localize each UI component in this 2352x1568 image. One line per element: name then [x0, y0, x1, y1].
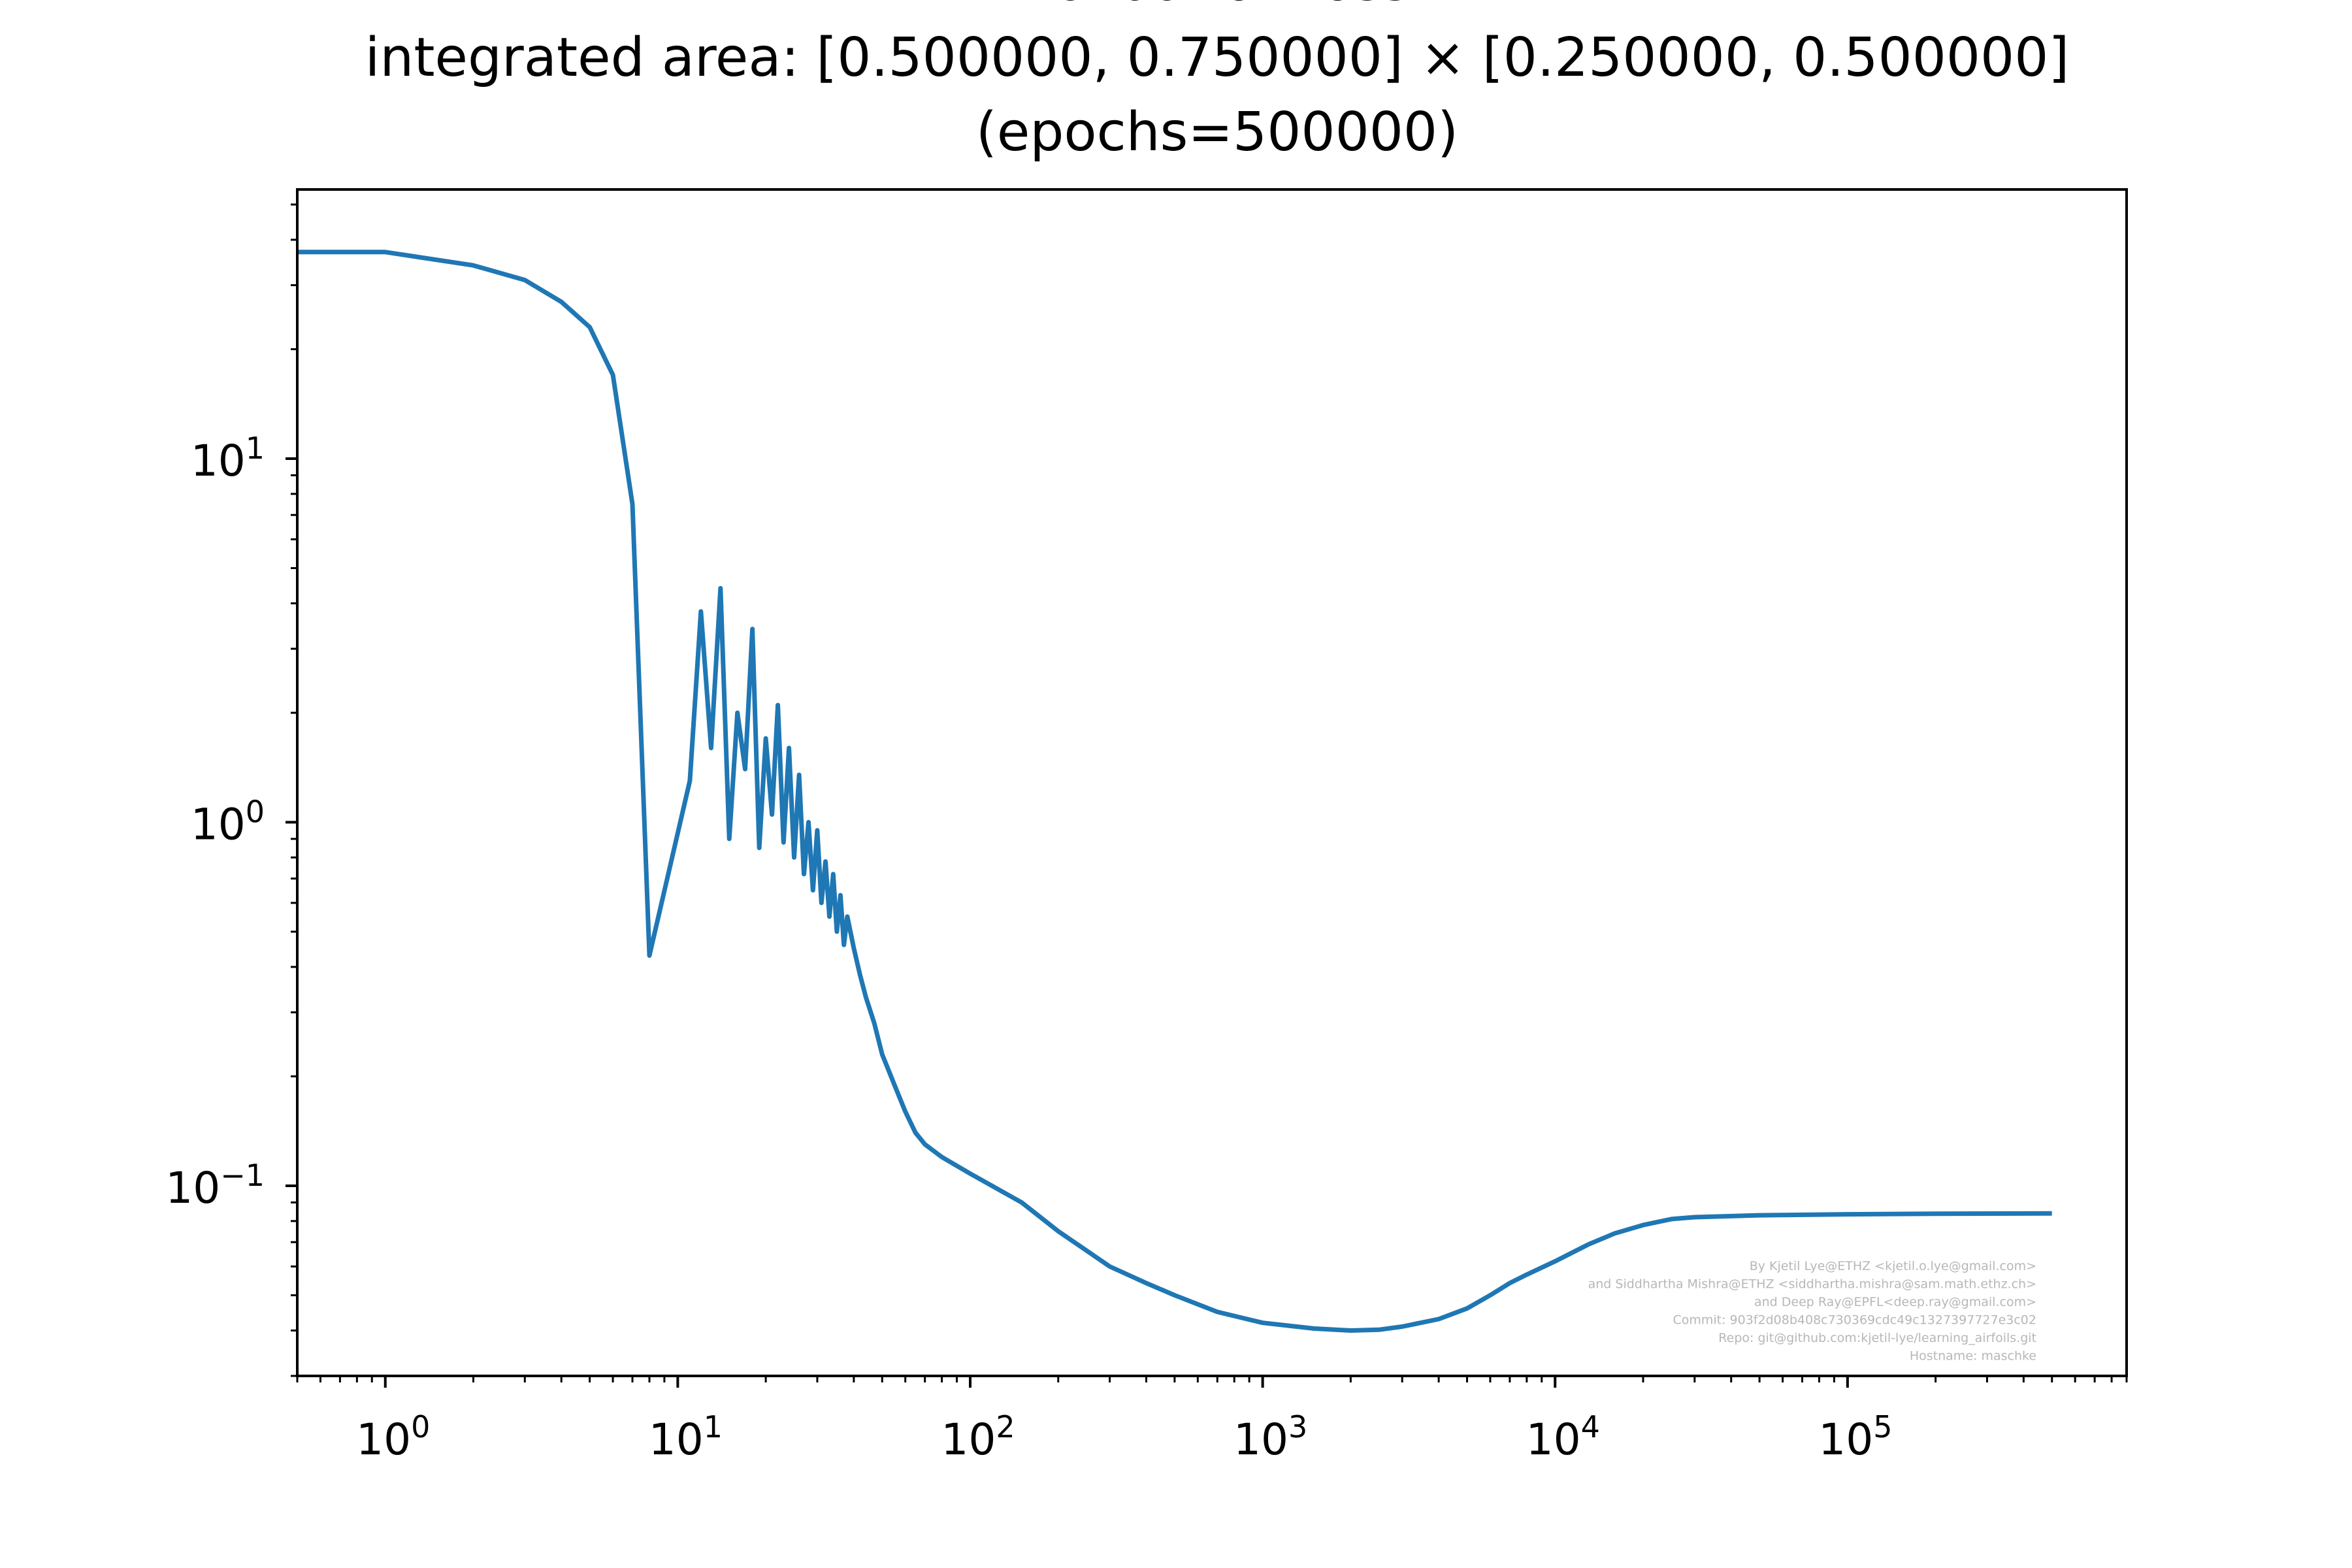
x-tick-label: 104 — [1526, 1409, 1600, 1465]
y-tick-label: 101 — [191, 431, 265, 486]
title-line-2: integrated area: [0.500000, 0.750000] × … — [365, 27, 2070, 89]
x-tick-labels: 100 101 102 103 104 105 — [356, 1409, 1892, 1465]
x-tick-label: 101 — [649, 1409, 723, 1465]
x-tick-label: 100 — [356, 1409, 430, 1465]
watermark-line: Hostname: maschke — [1910, 1349, 2036, 1364]
y-tick-labels: 101 100 10−1 — [165, 431, 265, 1213]
watermark: By Kjetil Lye@ETHZ <kjetil.o.lye@gmail.c… — [1588, 1259, 2036, 1364]
watermark-line: and Siddhartha Mishra@ETHZ <siddhartha.m… — [1588, 1277, 2036, 1292]
x-tick-label: 103 — [1233, 1409, 1307, 1465]
series-line-validation-loss — [297, 250, 2052, 1333]
y-tick-label: 10−1 — [165, 1158, 265, 1213]
title-line-3: (epochs=500000) — [976, 101, 1458, 163]
y-tick-label: 100 — [191, 794, 265, 850]
x-tick-label: 102 — [941, 1409, 1015, 1465]
x-tick-label: 105 — [1818, 1409, 1892, 1465]
plot-frame — [296, 188, 2128, 1377]
watermark-line: Repo: git@github.com:kjetil-lye/learning… — [1718, 1331, 2036, 1345]
title-line-1: Validation loss — [1024, 0, 1409, 13]
watermark-line: Commit: 903f2d08b408c730369cdc49c1327397… — [1673, 1313, 2036, 1328]
chart-title: Validation loss integrated area: [0.5000… — [365, 0, 2070, 163]
major-ticks — [286, 457, 1849, 1388]
plot-area — [297, 189, 2127, 1376]
watermark-line: By Kjetil Lye@ETHZ <kjetil.o.lye@gmail.c… — [1750, 1259, 2036, 1273]
watermark-line: and Deep Ray@EPFL<deep.ray@gmail.com> — [1754, 1295, 2036, 1309]
